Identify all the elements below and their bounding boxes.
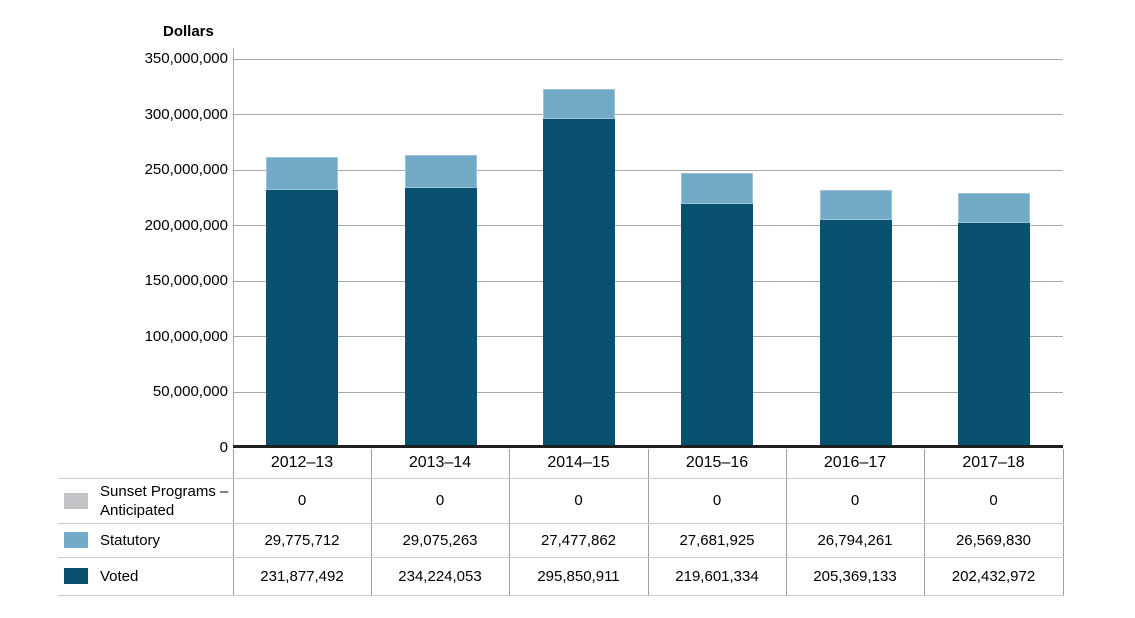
table-cell: 234,224,053 bbox=[370, 556, 510, 596]
bar-segment-voted-2017-18 bbox=[957, 223, 1030, 445]
legend-cell-statutory: Statutory bbox=[58, 522, 233, 558]
y-tick-label: 300,000,000 bbox=[144, 105, 228, 123]
bar-segment-statutory-2014-15 bbox=[542, 88, 615, 120]
gridline bbox=[233, 114, 1063, 116]
table-cell: 219,601,334 bbox=[647, 556, 787, 596]
gridline bbox=[233, 336, 1063, 338]
legend-cell-sunset-programs: Sunset Programs – Anticipated bbox=[58, 477, 233, 524]
data-table: 2012–13 2013–14 2014–15 2015–16 2016–17 … bbox=[58, 449, 1064, 596]
bar-segment-statutory-2016-17 bbox=[819, 189, 892, 220]
legend-label-sunset-programs: Sunset Programs – Anticipated bbox=[100, 482, 229, 519]
column-header-2012-13: 2012–13 bbox=[232, 449, 372, 479]
column-header-2017-18: 2017–18 bbox=[923, 449, 1064, 479]
legend-label-statutory: Statutory bbox=[100, 531, 161, 549]
table-cell: 0 bbox=[232, 477, 372, 524]
table-cell: 0 bbox=[923, 477, 1064, 524]
table-corner-cell bbox=[58, 449, 233, 478]
bar-segment-statutory-2012-13 bbox=[266, 157, 339, 191]
gridline bbox=[233, 169, 1063, 171]
gridline bbox=[233, 280, 1063, 282]
y-tick-label: 0 bbox=[219, 439, 228, 456]
table-cell: 0 bbox=[370, 477, 510, 524]
table-cell: 26,794,261 bbox=[785, 522, 925, 558]
table-row-voted: Voted 231,877,492 234,224,053 295,850,91… bbox=[58, 556, 1064, 596]
gridline bbox=[233, 391, 1063, 393]
bar-segment-statutory-2015-16 bbox=[681, 173, 754, 204]
bar-segment-voted-2016-17 bbox=[819, 219, 892, 445]
y-axis-title: Dollars bbox=[163, 23, 214, 40]
column-header-2013-14: 2013–14 bbox=[370, 449, 510, 479]
bar-segment-voted-2012-13 bbox=[266, 190, 339, 445]
y-tick-label: 50,000,000 bbox=[152, 383, 228, 401]
x-axis-baseline bbox=[233, 445, 1063, 448]
table-cell: 205,369,133 bbox=[785, 556, 925, 596]
table-cell: 231,877,492 bbox=[232, 556, 372, 596]
y-tick-label: 100,000,000 bbox=[144, 327, 228, 345]
table-cell: 27,477,862 bbox=[508, 522, 649, 558]
y-tick-label: 350,000,000 bbox=[144, 50, 228, 67]
table-cell: 29,075,263 bbox=[370, 522, 510, 558]
y-tick-label: 250,000,000 bbox=[144, 161, 228, 179]
column-header-2014-15: 2014–15 bbox=[508, 449, 649, 479]
y-tick-label: 200,000,000 bbox=[144, 216, 228, 234]
gridline bbox=[233, 225, 1063, 227]
table-cell: 202,432,972 bbox=[923, 556, 1064, 596]
bar-segment-statutory-2013-14 bbox=[404, 155, 477, 188]
table-cell: 27,681,925 bbox=[647, 522, 787, 558]
y-tick-label: 150,000,000 bbox=[144, 272, 228, 290]
column-header-2015-16: 2015–16 bbox=[647, 449, 787, 479]
table-cell: 0 bbox=[785, 477, 925, 524]
legend-swatch-sunset-programs bbox=[64, 492, 88, 509]
table-cell: 26,569,830 bbox=[923, 522, 1064, 558]
legend-swatch-voted bbox=[64, 568, 88, 584]
y-axis-line bbox=[233, 48, 234, 448]
table-header-row: 2012–13 2013–14 2014–15 2015–16 2016–17 … bbox=[58, 449, 1064, 479]
legend-label-voted: Voted bbox=[100, 567, 139, 585]
table-cell: 0 bbox=[647, 477, 787, 524]
legend-swatch-statutory bbox=[64, 532, 88, 548]
column-header-2016-17: 2016–17 bbox=[785, 449, 925, 479]
gridline bbox=[233, 58, 1063, 60]
table-row-statutory: Statutory 29,775,712 29,075,263 27,477,8… bbox=[58, 522, 1064, 558]
bar-segment-statutory-2017-18 bbox=[957, 193, 1030, 223]
table-cell: 295,850,911 bbox=[508, 556, 649, 596]
legend-cell-voted: Voted bbox=[58, 556, 233, 596]
table-cell: 0 bbox=[508, 477, 649, 524]
bar-segment-voted-2014-15 bbox=[542, 119, 615, 445]
bar-segment-voted-2015-16 bbox=[681, 203, 754, 445]
table-cell: 29,775,712 bbox=[232, 522, 372, 558]
bar-segment-voted-2013-14 bbox=[404, 187, 477, 445]
table-row-sunset-programs: Sunset Programs – Anticipated 0 0 0 0 0 … bbox=[58, 477, 1064, 524]
